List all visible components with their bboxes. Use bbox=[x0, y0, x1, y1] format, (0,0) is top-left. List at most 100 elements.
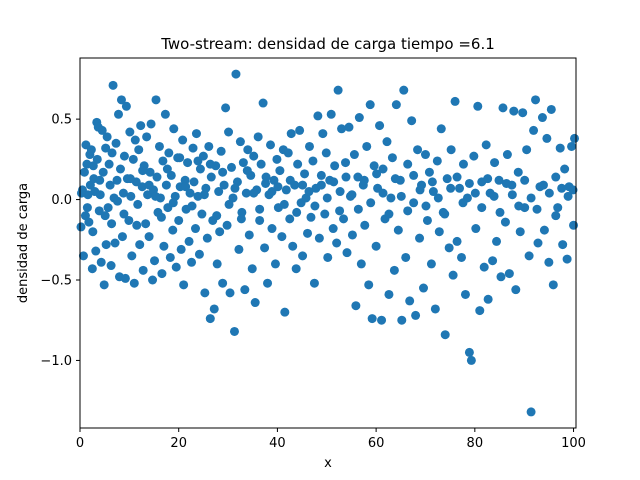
data-point bbox=[375, 121, 385, 131]
data-point bbox=[347, 190, 357, 200]
data-point bbox=[107, 219, 117, 229]
data-point bbox=[316, 180, 326, 190]
data-point bbox=[475, 306, 485, 316]
data-point bbox=[106, 261, 116, 271]
data-point bbox=[104, 159, 114, 169]
data-point bbox=[344, 122, 354, 132]
data-point bbox=[174, 215, 184, 225]
data-point bbox=[95, 190, 105, 200]
data-point bbox=[160, 109, 170, 119]
data-point bbox=[111, 138, 121, 148]
data-point bbox=[126, 191, 136, 201]
data-point bbox=[176, 244, 186, 254]
data-point bbox=[161, 180, 171, 190]
data-point bbox=[230, 183, 240, 193]
data-point bbox=[117, 232, 127, 242]
data-point bbox=[269, 175, 279, 185]
data-point bbox=[133, 199, 143, 209]
data-point bbox=[509, 106, 519, 116]
data-point bbox=[107, 148, 117, 158]
data-point bbox=[569, 220, 579, 230]
data-point bbox=[95, 175, 105, 185]
data-point bbox=[553, 203, 563, 213]
data-point bbox=[279, 199, 289, 209]
data-point bbox=[473, 101, 483, 111]
data-point bbox=[191, 129, 201, 139]
data-point bbox=[452, 236, 462, 246]
data-point bbox=[91, 246, 101, 256]
data-point bbox=[224, 199, 234, 209]
data-point bbox=[298, 180, 308, 190]
data-point bbox=[116, 95, 126, 105]
data-point bbox=[341, 158, 351, 168]
data-point bbox=[409, 198, 419, 208]
data-point bbox=[303, 228, 313, 238]
data-point bbox=[391, 100, 401, 110]
data-point bbox=[206, 172, 216, 182]
data-point bbox=[397, 315, 407, 325]
data-point bbox=[222, 220, 232, 230]
data-point bbox=[119, 209, 129, 219]
data-point bbox=[270, 259, 280, 269]
data-point bbox=[544, 257, 554, 267]
y-tick-label: 0.5 bbox=[51, 113, 72, 128]
data-point bbox=[367, 314, 377, 324]
data-point bbox=[318, 129, 328, 139]
data-point bbox=[560, 164, 570, 174]
data-point bbox=[377, 315, 387, 325]
data-point bbox=[548, 280, 558, 290]
data-point bbox=[356, 259, 366, 269]
data-point bbox=[79, 167, 89, 177]
data-point bbox=[514, 201, 524, 211]
data-point bbox=[538, 180, 548, 190]
data-point bbox=[422, 215, 432, 225]
data-point bbox=[181, 182, 191, 192]
data-point bbox=[280, 307, 290, 317]
data-point bbox=[87, 264, 97, 274]
data-point bbox=[169, 124, 179, 134]
data-point bbox=[188, 143, 198, 153]
data-point bbox=[450, 96, 460, 106]
data-point bbox=[175, 153, 185, 163]
data-point bbox=[267, 224, 277, 234]
data-point bbox=[522, 145, 532, 155]
chart-title: Two-stream: densidad de carga tiempo =6.… bbox=[160, 35, 495, 53]
data-point bbox=[464, 178, 474, 188]
data-point bbox=[321, 148, 331, 158]
data-point bbox=[322, 193, 332, 203]
data-point bbox=[532, 204, 542, 214]
data-point bbox=[551, 211, 561, 221]
data-point bbox=[101, 240, 111, 250]
y-tick-label: 0.0 bbox=[51, 193, 72, 208]
data-point bbox=[415, 233, 425, 243]
data-point bbox=[249, 151, 259, 161]
y-axis-label: densidad de carga bbox=[16, 183, 31, 303]
data-point bbox=[125, 127, 135, 137]
data-point bbox=[557, 183, 567, 193]
data-point bbox=[253, 132, 263, 142]
data-point bbox=[433, 193, 443, 203]
data-point bbox=[544, 188, 554, 198]
data-point bbox=[99, 280, 109, 290]
data-point bbox=[471, 224, 481, 234]
data-point bbox=[498, 103, 508, 113]
data-point bbox=[490, 158, 500, 168]
data-point bbox=[159, 241, 169, 251]
data-point bbox=[500, 217, 510, 227]
data-point bbox=[130, 135, 140, 145]
data-point bbox=[464, 347, 474, 357]
data-point bbox=[292, 207, 302, 217]
data-point bbox=[168, 198, 178, 208]
data-point bbox=[215, 227, 225, 237]
data-point bbox=[293, 159, 303, 169]
data-point bbox=[168, 225, 178, 235]
data-point bbox=[470, 188, 480, 198]
data-point bbox=[285, 214, 295, 224]
data-point bbox=[212, 211, 222, 221]
data-point bbox=[261, 178, 271, 188]
data-point bbox=[125, 174, 135, 184]
data-point bbox=[204, 141, 214, 151]
data-point bbox=[229, 326, 239, 336]
data-point bbox=[148, 275, 158, 285]
data-point bbox=[260, 243, 270, 253]
